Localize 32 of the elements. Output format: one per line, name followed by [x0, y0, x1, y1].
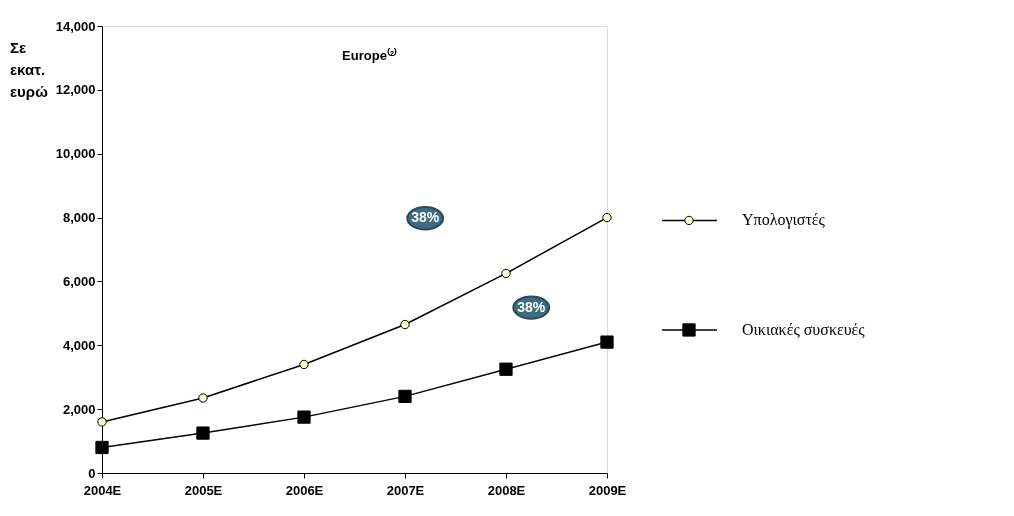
point — [398, 389, 412, 403]
x-tick-label: 2008E — [487, 482, 526, 498]
y-tick-label: 8,000 — [62, 210, 96, 226]
point — [196, 426, 210, 440]
y-tick-label: 0 — [88, 465, 96, 481]
point — [602, 212, 612, 223]
legend-label: Υπολογιστές — [742, 211, 826, 230]
point — [499, 362, 513, 376]
point — [600, 335, 614, 349]
x-tick-label: 2007E — [386, 482, 425, 498]
point — [400, 319, 410, 330]
y-tick-label: 14,000 — [55, 18, 96, 34]
y-tick-label: 6,000 — [62, 273, 96, 289]
annotation: 38% — [411, 209, 440, 226]
y-tick-label: 12,000 — [55, 82, 96, 98]
x-tick-label: 2009E — [588, 482, 627, 498]
point — [297, 410, 311, 424]
annotation: 38% — [517, 298, 546, 315]
y-tick-label: 2,000 — [62, 401, 96, 417]
y-tick-label: 10,000 — [55, 146, 96, 162]
x-tick-label: 2004E — [83, 482, 122, 498]
point — [198, 393, 208, 403]
point — [299, 359, 309, 370]
x-tick-label: 2006E — [285, 482, 324, 498]
point — [97, 417, 107, 427]
point — [95, 440, 109, 455]
y-axis-title: Σε εκατ. ευρώ — [10, 39, 49, 100]
text: Europe⁽²⁾ — [342, 47, 398, 63]
y-tick-label: 4,000 — [62, 337, 96, 353]
point — [501, 268, 511, 279]
legend-label: Οικιακές συσκευές — [742, 320, 866, 338]
x-tick-label: 2005E — [184, 482, 223, 498]
